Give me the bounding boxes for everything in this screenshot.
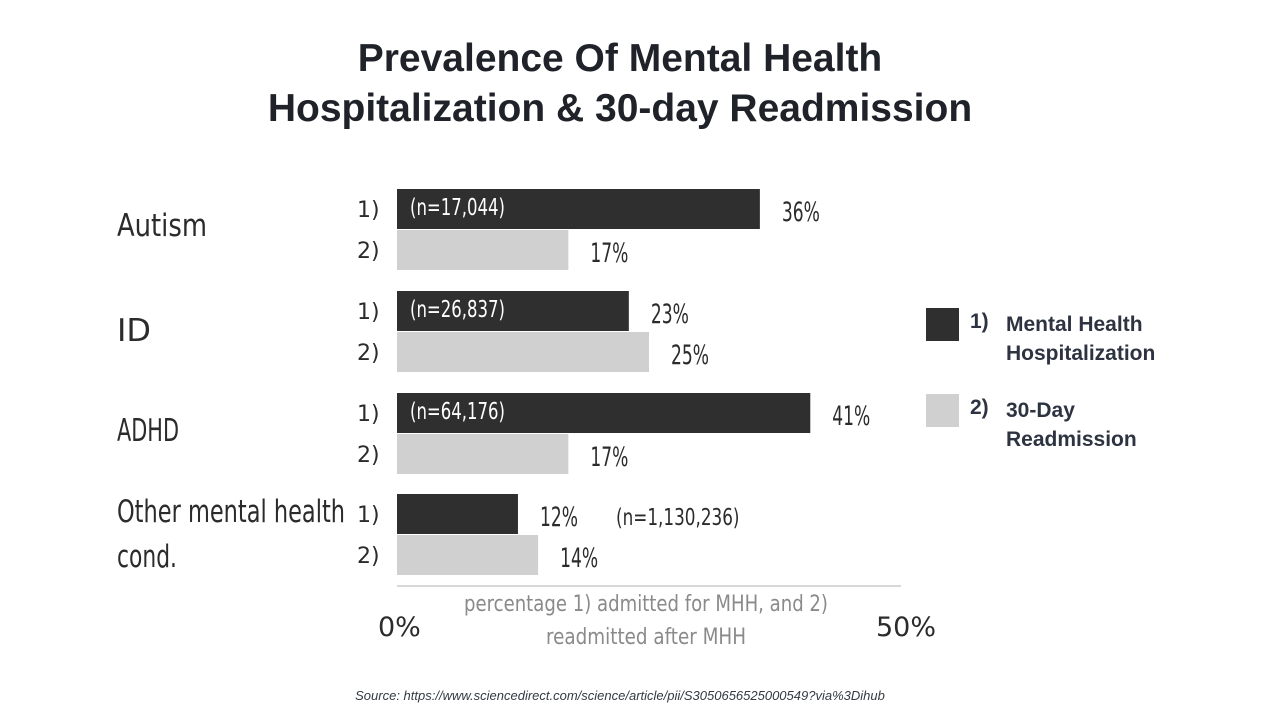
category-label: Other mental health — [117, 494, 345, 530]
legend-number: 2) — [970, 396, 989, 419]
value-label: 17% — [590, 238, 628, 269]
bar-readmission — [397, 535, 539, 575]
bar-readmission — [397, 434, 569, 474]
sample-size-label: (n=1,130,236) — [616, 505, 740, 531]
series-marker: 2) — [357, 341, 380, 366]
bar-hospitalization — [397, 393, 811, 433]
series-marker: 2) — [357, 239, 380, 264]
bar-hospitalization — [397, 291, 629, 331]
sample-size-label: (n=17,044) — [410, 195, 505, 221]
category-label: cond. — [117, 539, 177, 575]
value-label: 23% — [651, 299, 689, 330]
category-label: ID — [117, 313, 151, 349]
legend-item-hospitalization: 1) Mental Health Hospitalization — [926, 306, 1256, 392]
category-label: ADHD — [117, 413, 179, 449]
series-marker: 1) — [357, 402, 380, 427]
legend-label-line-2: Hospitalization — [1006, 342, 1156, 365]
title-line-2: Hospitalization & 30-day Readmission — [267, 87, 973, 130]
legend-label-line-2: Readmission — [1006, 428, 1137, 451]
legend-label-line-1: 30-Day — [1006, 399, 1075, 422]
sample-size-label: (n=64,176) — [410, 399, 505, 425]
title-line-1: Prevalence Of Mental Health — [357, 37, 883, 80]
bar-hospitalization — [397, 494, 518, 534]
series-marker: 1) — [357, 300, 380, 325]
value-label: 41% — [832, 401, 870, 432]
legend-number: 1) — [970, 310, 989, 333]
value-label: 17% — [590, 442, 628, 473]
x-axis-title-line: readmitted after MHH — [546, 625, 746, 650]
legend-label: 30-Day Readmission — [1006, 396, 1216, 454]
value-label: 14% — [560, 543, 598, 574]
legend-label-line-1: Mental Health — [1006, 313, 1143, 336]
series-marker: 2) — [357, 544, 380, 569]
series-marker: 1) — [357, 503, 380, 528]
legend: 1) Mental Health Hospitalization 2) 30-D… — [926, 306, 1256, 478]
series-marker: 1) — [357, 198, 380, 223]
value-label: 36% — [782, 197, 820, 228]
source-citation: Source: https://www.sciencedirect.com/sc… — [355, 688, 885, 703]
legend-swatch-hospitalization — [926, 308, 959, 341]
x-tick-label: 50% — [876, 612, 936, 643]
legend-swatch-readmission — [926, 394, 959, 427]
legend-item-readmission: 2) 30-Day Readmission — [926, 392, 1256, 478]
bar-hospitalization — [397, 189, 760, 229]
slide-title: Prevalence Of Mental Health Hospitalizat… — [0, 34, 1240, 134]
value-label: 12% — [540, 502, 578, 533]
value-label: 25% — [671, 340, 709, 371]
x-axis-title-line: percentage 1) admitted for MHH, and 2) — [464, 592, 828, 617]
sample-size-label: (n=26,837) — [410, 297, 505, 323]
bar-readmission — [397, 332, 649, 372]
series-marker: 2) — [357, 443, 380, 468]
x-tick-label: 0% — [378, 612, 421, 643]
bar-readmission — [397, 230, 569, 270]
legend-label: Mental Health Hospitalization — [1006, 310, 1216, 368]
category-label: Autism — [117, 208, 207, 244]
